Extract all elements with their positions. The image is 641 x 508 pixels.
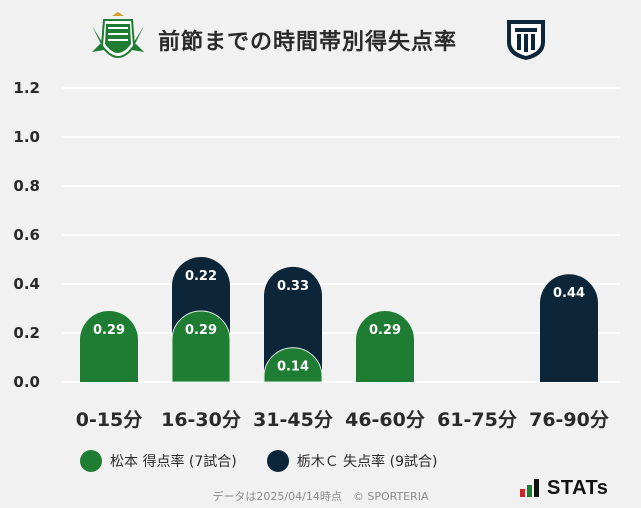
legend-label-tochigi: 栃木Ｃ 失点率 (9試合) (296, 454, 438, 470)
stats-logo-text: STATs (547, 476, 609, 499)
legend-item-tochigi: 栃木Ｃ 失点率 (9試合) (266, 450, 438, 472)
legend-swatch-navy (266, 450, 289, 472)
bar-matsumoto-scored (171, 310, 231, 383)
x-tick-label: 46-60分 (345, 409, 425, 431)
y-tick-label: 0.6 (13, 226, 40, 244)
bar-tochigi-conceded (540, 274, 598, 382)
x-tick-label: 76-90分 (529, 409, 609, 431)
y-tick-label: 1.0 (13, 128, 40, 146)
y-tick-label: 0.0 (13, 373, 40, 391)
chart-title: 前節までの時間帯別得失点率 (158, 30, 458, 55)
footer-credit: データは2025/04/14時点 © SPORTERIA (212, 490, 429, 503)
data-label-matsumoto: 0.29 (93, 323, 125, 338)
stacked-bar-chart: 0.0 0.2 0.4 0.6 0.8 1.0 1.2 0.29 0-15分 0.22 0.29 16… (13, 80, 620, 431)
data-label-tochigi: 0.22 (185, 269, 217, 284)
tochigi-crest-icon (507, 20, 545, 60)
legend-swatch-green (80, 450, 102, 472)
y-tick-label: 1.2 (13, 80, 40, 97)
y-tick-label: 0.2 (13, 324, 40, 342)
bar-matsumoto-scored (263, 347, 323, 383)
data-label-tochigi: 0.33 (277, 279, 309, 294)
y-tick-label: 0.8 (13, 177, 40, 195)
x-tick-label: 0-15分 (76, 409, 143, 431)
y-tick-label: 0.4 (13, 275, 40, 293)
x-tick-label: 61-75分 (437, 409, 517, 431)
data-label-matsumoto: 0.29 (369, 323, 401, 338)
data-label-matsumoto: 0.14 (277, 360, 309, 375)
matsumoto-crest-icon (92, 12, 144, 58)
data-label-matsumoto: 0.29 (185, 323, 217, 338)
stats-logo-bars-icon (520, 479, 541, 497)
x-tick-label: 31-45分 (253, 409, 333, 431)
x-tick-label: 16-30分 (161, 409, 241, 431)
legend: 松本 得点率 (7試合) 栃木Ｃ 失点率 (9試合) (80, 448, 467, 474)
bar-matsumoto-scored (356, 310, 414, 382)
stats-logo: STATs (520, 476, 608, 500)
legend-item-matsumoto: 松本 得点率 (7試合) (80, 450, 237, 472)
bar-matsumoto-scored (80, 310, 138, 382)
legend-label-matsumoto: 松本 得点率 (7試合) (110, 454, 237, 470)
header: 前節までの時間帯別得失点率 (0, 0, 641, 80)
data-label-tochigi: 0.44 (553, 286, 585, 301)
